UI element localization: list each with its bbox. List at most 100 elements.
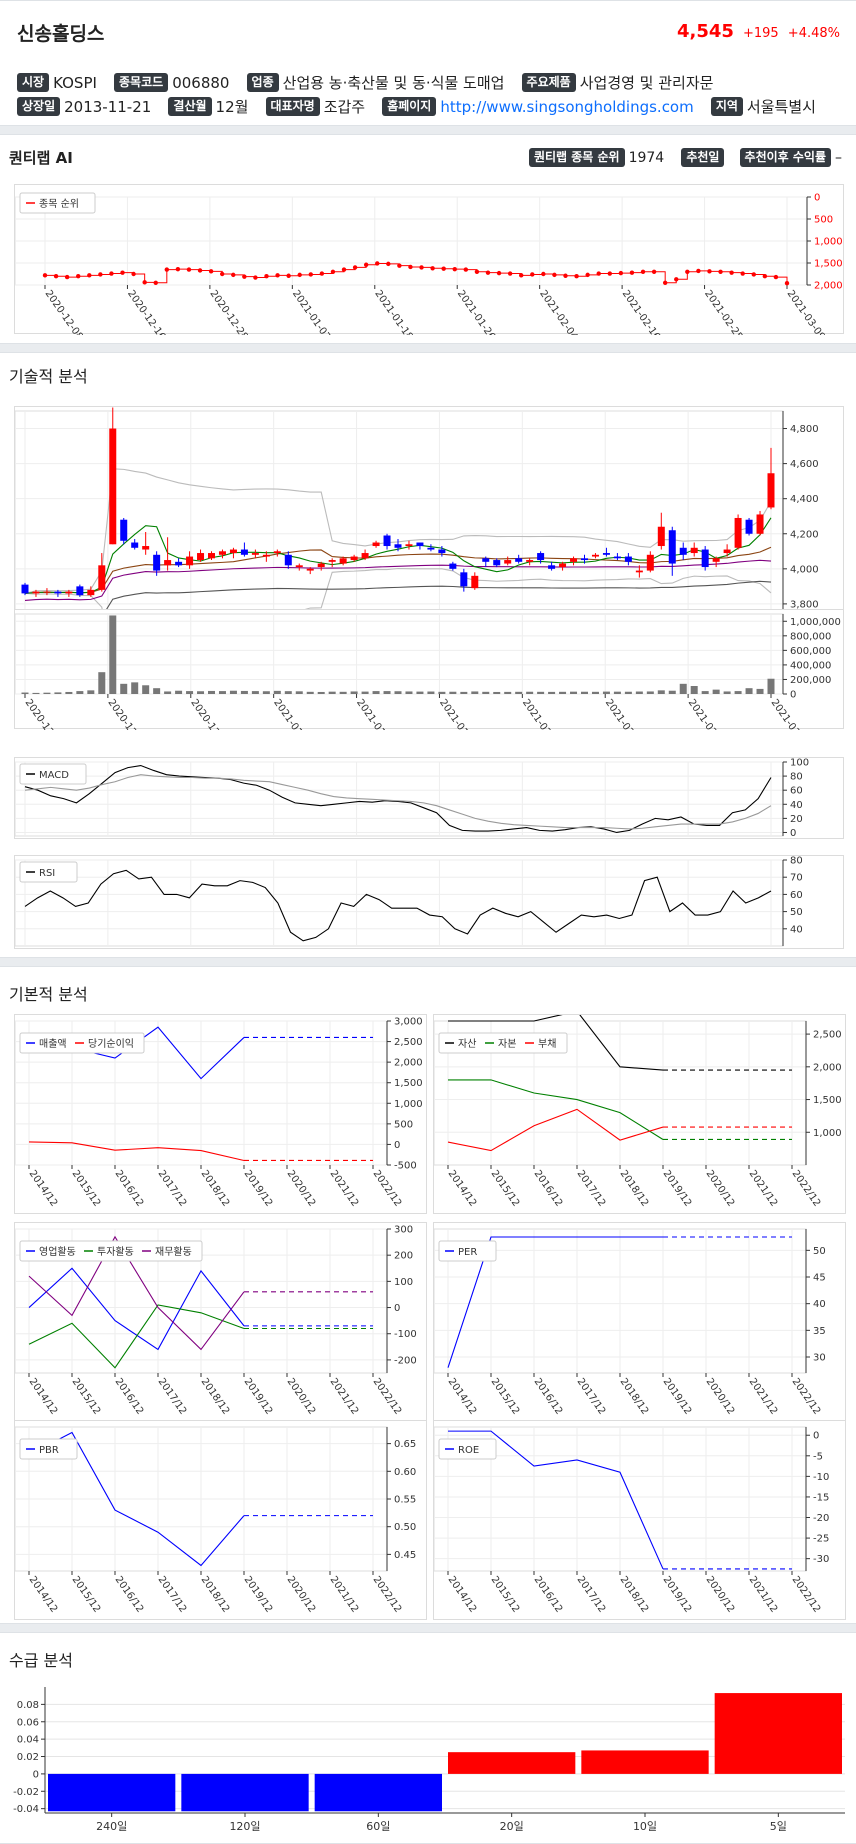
y-tick-label: 3,000 xyxy=(394,1017,423,1028)
y-tick-label: 200,000 xyxy=(790,675,831,686)
y-tick-label: 40 xyxy=(790,924,803,935)
legend xyxy=(19,1240,203,1262)
volume-bar xyxy=(591,691,599,694)
y-tick-label: -0.02 xyxy=(13,1787,39,1798)
y-tick-label: -500 xyxy=(394,1161,417,1172)
candle-body xyxy=(756,514,764,534)
rank-point xyxy=(474,269,480,274)
candle-body xyxy=(701,549,709,568)
rank-point xyxy=(142,280,147,285)
rank-point xyxy=(640,269,646,274)
volume-bar xyxy=(21,692,29,694)
macd-chart-box: 0 20 40 60 80 100 MACD xyxy=(14,757,844,839)
volume-bar xyxy=(482,691,490,694)
x-tick-label: 2018/12 xyxy=(199,1168,232,1208)
x-tick-label: 240일 xyxy=(96,1819,127,1833)
x-tick-label: 2020-12-16 xyxy=(125,288,167,335)
volume-bar xyxy=(218,691,226,694)
volume-bar xyxy=(394,691,402,694)
supply-panel: 수급 분석 -0.04 -0.02 0 0.02 0.04 0.06 0.08 240일 120… xyxy=(0,1632,856,1844)
rank-point xyxy=(153,280,158,285)
y-tick-label: 100 xyxy=(394,1277,413,1288)
x-tick-label: 2020-12-08 xyxy=(43,288,85,335)
volume-bar xyxy=(602,691,610,694)
y-tick-label: 0 xyxy=(394,1140,400,1151)
ma120-line xyxy=(24,580,772,622)
series-line-부채 xyxy=(447,1108,664,1152)
legend xyxy=(438,1240,497,1262)
listed-badge: 상장일 xyxy=(17,97,61,116)
roe-chart-box: -30 -25 -20 -15 -10 -5 0 2014/12 2015/12 2016/12 2… xyxy=(433,1420,846,1620)
y-tick-label: 4,600 xyxy=(790,459,819,470)
rank-point xyxy=(629,270,635,275)
x-tick-label: 2020-12-16 xyxy=(105,697,147,730)
rank-point xyxy=(275,273,280,278)
y-tick-label: 50 xyxy=(813,1246,826,1257)
x-tick-label: 2015/12 xyxy=(70,1376,103,1416)
y-tick-label: 1,000,000 xyxy=(790,617,841,628)
rank-point xyxy=(341,267,347,272)
supply-chart: -0.04 -0.02 0 0.02 0.04 0.06 0.08 240일 120일 60일 20… xyxy=(13,1687,845,1833)
y-tick-label: 50 xyxy=(790,907,803,918)
rank-point xyxy=(186,267,192,272)
y-tick-label: 0.02 xyxy=(17,1752,39,1763)
volume-bar xyxy=(317,691,325,694)
volume-bar xyxy=(131,682,139,694)
rank-badge: 퀀티랩 종목 순위 xyxy=(528,148,625,167)
rank-point xyxy=(685,269,690,274)
homepage-badge: 홈페이지 xyxy=(382,97,437,116)
rank-point xyxy=(208,269,214,274)
candle-body xyxy=(21,584,29,594)
y-tick-label: 2,500 xyxy=(394,1037,423,1048)
x-tick-label: 2020/12 xyxy=(285,1168,318,1208)
rank-point xyxy=(751,272,756,277)
volume-bar xyxy=(537,691,545,694)
legend xyxy=(438,1032,568,1054)
rank-point xyxy=(541,271,546,277)
market-value: KOSPI xyxy=(53,73,97,92)
x-tick-label: 2020/12 xyxy=(704,1168,737,1208)
x-tick-label: 2021-02-25 xyxy=(702,288,744,335)
industry-badge: 업종 xyxy=(246,73,279,92)
homepage-link[interactable]: http://www.singsongholdings.com xyxy=(440,97,694,116)
candle-body xyxy=(581,558,588,561)
x-tick-label: 2014/12 xyxy=(446,1168,479,1208)
y-tick-label: 4,200 xyxy=(790,529,819,540)
stock-name: 신송홀딩스 xyxy=(17,23,105,45)
series-line-영업활동 xyxy=(28,1267,245,1351)
candle-body xyxy=(164,560,172,566)
y-tick-label: 45 xyxy=(813,1273,826,1284)
product-value: 사업경영 및 관리자문 xyxy=(579,74,714,92)
ma60-line xyxy=(24,559,772,601)
fin2-chart-box: 1,000 1,500 2,000 2,500 2014/12 2015/12 2016/1… xyxy=(433,1010,846,1214)
y-tick-label: 1,000 xyxy=(813,1128,842,1139)
rank-point xyxy=(98,272,103,277)
volume-bar xyxy=(186,691,194,694)
rank-point xyxy=(784,281,790,286)
candle-body xyxy=(427,547,435,550)
legend-label: MACD xyxy=(39,770,69,781)
candle-body xyxy=(76,586,84,596)
volume-bar xyxy=(559,691,567,694)
rank-point xyxy=(120,270,125,275)
x-tick-label: 2021-01-07 xyxy=(271,697,313,730)
y-tick-label: 4,000 xyxy=(790,564,819,575)
technical-title: 기술적 분석 xyxy=(9,367,88,386)
y-tick-label: 0.08 xyxy=(17,1700,39,1711)
rank-point xyxy=(729,270,734,275)
candle-body xyxy=(372,542,380,547)
volume-bar xyxy=(712,689,720,694)
ceo-value: 조갑주 xyxy=(323,98,366,116)
y-tick-label: 40 xyxy=(813,1299,826,1310)
candle-body xyxy=(317,563,325,568)
series-line-ROE xyxy=(448,1430,664,1570)
rank-point xyxy=(64,274,70,280)
market-badge: 시장 xyxy=(17,73,50,92)
rank-point xyxy=(618,270,624,276)
volume-chart: 0 200,000 400,000 600,000 800,000 1,000,000 20… xyxy=(14,613,841,751)
x-tick-label: 2017/12 xyxy=(575,1376,608,1416)
candle-body xyxy=(613,556,621,559)
rank-point xyxy=(507,271,513,276)
candle-body xyxy=(251,553,259,555)
x-tick-label: 2015/12 xyxy=(70,1168,103,1208)
